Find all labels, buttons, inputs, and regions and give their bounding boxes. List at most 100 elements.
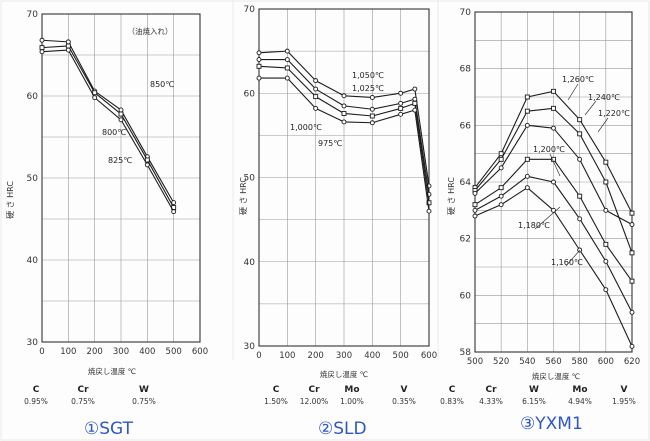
composition-element: Cr [308,385,320,395]
data-point [412,96,418,102]
data-point [39,37,45,43]
data-point [412,100,418,106]
data-point [39,45,45,51]
y-axis-label: 硬 さ HRC [447,177,456,215]
data-point [577,131,583,137]
data-point [472,202,478,208]
x-tick-label: 200 [87,347,103,357]
data-point [65,39,71,45]
series-line [259,58,430,195]
composition-value: 6.15% [522,397,546,406]
y-axis-label: 硬 さ HRC [6,181,15,219]
series-label: 1,200℃ [533,145,565,154]
label-leader [549,153,561,177]
composition-value: 0.75% [71,397,95,406]
x-tick-label: 200 [308,351,324,361]
data-point [398,105,404,111]
series-label: 1,220℃ [598,109,630,118]
composition-value: 4.94% [568,397,592,406]
x-tick-label: 100 [60,347,76,357]
data-point [524,173,530,179]
series-label: 850℃ [150,80,174,89]
data-point [629,210,635,216]
series-group [39,37,177,215]
y-tick-label: 60 [460,291,472,301]
data-point [341,119,347,125]
label-leader [567,83,579,101]
y-axis-label: 硬 さ HRC [239,177,248,215]
x-tick-label: 300 [113,347,129,357]
y-tick-label: 70 [27,10,39,20]
data-point [256,75,262,81]
chart-sgt: 30 40 50 60 70 0 100 200 300 400 500 600 硬 さ HRC 焼戻し温… [6,10,208,376]
data-point [426,200,432,206]
data-point [313,105,319,111]
data-point [341,93,347,99]
data-point [577,216,583,222]
data-point [472,190,478,196]
data-point [313,78,319,84]
x-axis-label: 焼戻し温度 ℃ [532,371,580,381]
data-point [65,47,71,53]
y-tick-label: 68 [460,65,472,75]
data-point [472,207,478,213]
data-point [369,113,375,119]
label-leader [534,206,561,230]
data-point [551,179,556,185]
data-point [341,111,347,116]
data-point [524,94,530,100]
data-point [629,222,635,227]
composition-element: C [273,385,280,395]
x-axis-label: 焼戻し温度 ℃ [320,369,368,379]
x-tick-label: 0 [39,347,44,357]
caption-yxm1: ③YXM1 [520,414,583,434]
x-tick-label: 600 [421,351,437,361]
data-point [284,65,290,71]
series-line [41,49,175,212]
series-label: 1,025℃ [352,84,384,93]
series-label: 800℃ [102,128,126,137]
composition-value: 0.35% [392,397,416,406]
data-point [313,86,319,92]
y-tick-label: 58 [460,348,472,358]
x-tick-label: 500 [166,347,182,357]
data-point [398,90,404,96]
y-tick-label: 50 [244,174,256,184]
plot-frame [41,13,201,343]
series-label: 1,160℃ [551,258,583,267]
x-tick-label: 500 [393,351,409,361]
y-tick-label: 62 [460,235,471,245]
x-tick-label: 560 [545,357,561,367]
data-point [313,94,319,100]
data-point [498,156,504,162]
data-point [551,88,556,94]
x-tick-label: 580 [572,357,588,367]
axes: 58 60 62 64 66 68 70 500 520 540 560 580 600 620 硬 さ H… [447,8,640,381]
data-point [524,156,530,162]
label-group: 1,260℃ 1,240℃ 1,220℃ 1,200℃ 1,180℃ 1,160℃ [518,75,630,267]
data-point [369,106,375,112]
data-point [118,111,124,117]
data-point [603,241,609,247]
data-point [284,75,290,81]
series-label: 1,260℃ [562,75,594,84]
chart-sld: 30 40 50 60 70 0 100 200 300 400 500 600 硬 さ HRC 焼戻し温… [239,5,437,379]
caption-sgt: ①SGT [84,419,134,439]
data-point [551,125,556,131]
label-group: 1,050℃ 1,025℃ 1,000℃ 975℃ [290,71,384,148]
series-line [41,39,175,203]
data-point [92,90,98,96]
composition-element: Mo [344,385,359,395]
data-point [629,309,635,315]
y-tick-label: 50 [27,174,39,184]
data-point [92,95,98,101]
data-point [256,57,262,62]
caption-sld: ②SLD [318,419,367,439]
series-label: 1,050℃ [352,71,384,80]
composition-value: 4.33% [479,397,503,406]
series-group [472,88,635,349]
x-tick-label: 400 [139,347,155,357]
data-point [412,86,418,92]
